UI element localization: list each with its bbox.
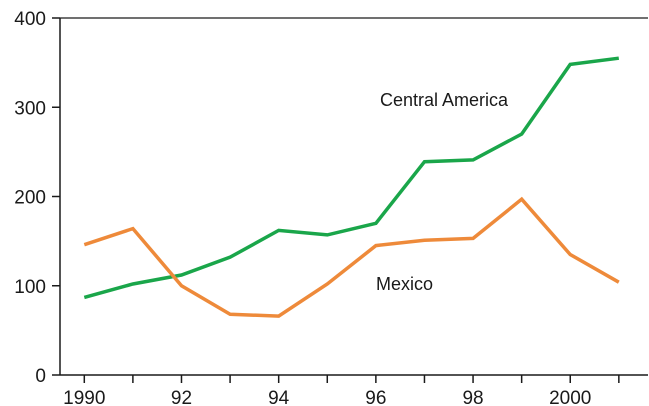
y-tick-label: 200 [14,188,46,209]
y-tick-label: 300 [14,98,46,119]
x-tick-label: 96 [365,388,386,406]
series-lines [83,56,620,318]
series-label-mexico: Mexico [376,274,433,294]
x-tick-label: 2000 [549,388,591,406]
x-axis-ticks: 1990 92 94 96 98 2000 [63,375,620,406]
x-tick-label: 98 [462,388,483,406]
x-tick-label: 1990 [63,388,105,406]
series-line-central-america [83,56,620,300]
y-tick-label: 0 [35,366,46,387]
x-tick-label: 92 [171,388,192,406]
y-tick-label: 400 [14,9,46,30]
y-axis-ticks: 0 100 200 300 400 [14,9,60,387]
y-tick-label: 100 [14,277,46,298]
x-tick-label: 94 [268,388,290,406]
series-label-central-america: Central America [380,90,509,110]
series-line-mexico [83,196,620,318]
